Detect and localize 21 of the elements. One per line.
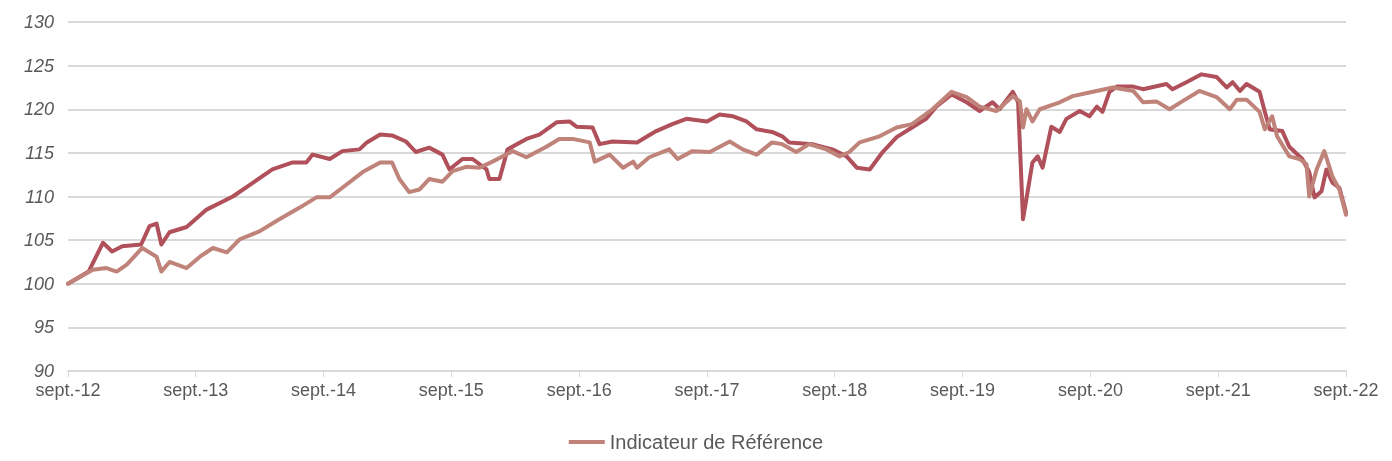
x-tick-label: sept.-19 <box>929 380 995 400</box>
legend-label: Indicateur de Référence <box>609 431 824 453</box>
y-tick-label: 125 <box>23 55 55 76</box>
y-tick-label: 130 <box>23 12 54 32</box>
x-tick-label: sept.-22 <box>1313 380 1379 400</box>
y-tick-label: 120 <box>23 99 54 120</box>
y-tick-label: 115 <box>25 142 55 163</box>
x-tick-label: sept.-20 <box>1058 380 1124 400</box>
x-tick-label: sept.-21 <box>1185 380 1251 400</box>
y-tick-label: 90 <box>33 361 54 381</box>
y-tick-label: 95 <box>33 317 55 338</box>
x-tick-label: sept.-13 <box>163 380 229 400</box>
y-tick-label: 105 <box>23 230 55 251</box>
x-tick-label: sept.-18 <box>802 380 868 400</box>
x-tick-label: sept.-17 <box>674 380 740 400</box>
x-tick-label: sept.-14 <box>290 380 356 400</box>
x-tick-label: sept.-15 <box>418 380 484 400</box>
y-tick-label: 110 <box>25 186 54 207</box>
x-tick-label: sept.-12 <box>35 380 101 400</box>
y-tick-label: 100 <box>23 273 54 294</box>
x-tick-label: sept.-16 <box>546 380 612 400</box>
